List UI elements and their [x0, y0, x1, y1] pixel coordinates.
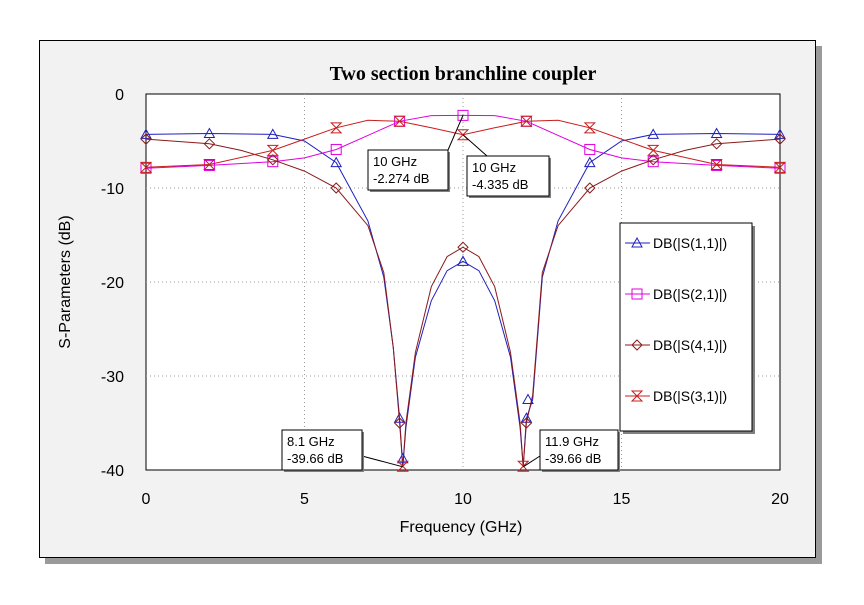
series-3-marker	[647, 154, 659, 166]
x-tick-label: 15	[613, 491, 631, 508]
y-tick-label: -30	[101, 369, 124, 386]
series-2-marker	[330, 143, 342, 155]
annotation-box	[539, 429, 619, 471]
annotation-box	[281, 429, 363, 471]
y-tick-label: 0	[115, 87, 124, 104]
y-axis-title: S-Parameters (dB)	[57, 215, 74, 348]
series-3-marker	[710, 138, 723, 150]
annotation-frequency: 10 GHz	[373, 154, 417, 169]
annotation-box	[466, 155, 550, 197]
annotation-leader	[522, 455, 541, 468]
legend-box	[619, 222, 753, 432]
annotation-value: -2.274 dB	[373, 171, 429, 186]
series-2-marker	[711, 159, 723, 171]
series-1-marker	[774, 128, 786, 139]
series-2-marker	[203, 159, 215, 171]
series-3-marker	[584, 182, 596, 194]
series-4-dip-marker	[396, 460, 409, 472]
annotation-value: -4.335 dB	[472, 177, 528, 192]
series-1-marker	[140, 128, 152, 139]
annotation-value: -39.66 dB	[287, 451, 343, 466]
series-3-marker	[393, 417, 406, 429]
annotation-box	[367, 149, 449, 191]
series-1-marker	[203, 127, 216, 138]
annotation-frequency: 8.1 GHz	[287, 434, 335, 449]
series-4-marker	[393, 115, 406, 127]
y-tick-label: -10	[101, 181, 124, 198]
annotation-leader	[361, 455, 403, 468]
legend-label: DB(|S(1,1)|)	[653, 235, 727, 251]
series-2-marker	[457, 109, 469, 121]
series-3-marker	[520, 417, 533, 429]
legend-label: DB(|S(3,1)|)	[653, 388, 727, 404]
x-tick-label: 0	[142, 491, 151, 508]
series-1-dip-marker	[396, 452, 409, 464]
series-4-marker	[583, 122, 597, 134]
series-4-marker	[139, 161, 153, 173]
x-tick-label: 10	[454, 491, 472, 508]
chart-title: Two section branchline coupler	[330, 63, 597, 85]
series-4-marker	[646, 144, 660, 156]
series-1-marker	[583, 156, 596, 168]
series-4-dip-marker	[517, 460, 530, 472]
series-line-3	[145, 138, 781, 467]
series-1-marker	[266, 128, 279, 139]
legend-swatch-marker	[630, 390, 644, 402]
y-tick-label: -40	[101, 463, 124, 480]
annotation-value: -39.66 dB	[545, 451, 601, 466]
series-1-marker	[457, 255, 469, 266]
series-3-marker	[140, 133, 152, 145]
annotation-1: 10 GHz -2.274 dB	[367, 115, 464, 192]
annotation-3: 8.1 GHz -39.66 dB	[281, 429, 403, 472]
series-1-marker	[330, 156, 343, 168]
series-1-marker	[647, 128, 660, 139]
series-3-marker	[330, 182, 342, 194]
series-4-marker	[773, 161, 787, 173]
series-2-marker	[140, 162, 152, 174]
series-1-marker	[710, 127, 723, 138]
legend-swatch-marker	[631, 288, 643, 300]
y-tick-label: -20	[101, 275, 124, 292]
series-3-marker	[774, 133, 786, 145]
series-line-1	[145, 132, 781, 467]
series-2-marker	[584, 143, 596, 155]
series-2-marker	[774, 162, 786, 174]
annotation-2: 10 GHz -4.335 dB	[462, 134, 551, 198]
legend-label: DB(|S(4,1)|)	[653, 337, 727, 353]
annotation-frequency: 10 GHz	[472, 160, 516, 175]
legend-swatch-marker	[631, 236, 643, 248]
series-3-marker	[203, 138, 216, 150]
series-4-marker	[710, 159, 723, 170]
annotation-frequency: 11.9 GHz	[545, 434, 599, 449]
series-4-marker	[520, 115, 533, 127]
series-3-marker	[267, 154, 279, 166]
x-tick-label: 20	[771, 491, 789, 508]
legend-label: DB(|S(2,1)|)	[653, 286, 727, 302]
x-axis-title: Frequency (GHz)	[400, 519, 523, 536]
annotation-4: 11.9 GHz -39.66 dB	[522, 429, 620, 472]
series-3-marker	[457, 241, 469, 253]
annotation-leader	[462, 134, 488, 157]
series-4-marker	[203, 159, 216, 170]
x-tick-label: 5	[300, 491, 309, 508]
legend-swatch-marker	[631, 339, 643, 351]
series-1-dip-marker	[522, 393, 534, 404]
series-4-marker	[329, 122, 343, 134]
series-4-marker	[266, 144, 280, 156]
annotation-leader	[447, 115, 464, 151]
